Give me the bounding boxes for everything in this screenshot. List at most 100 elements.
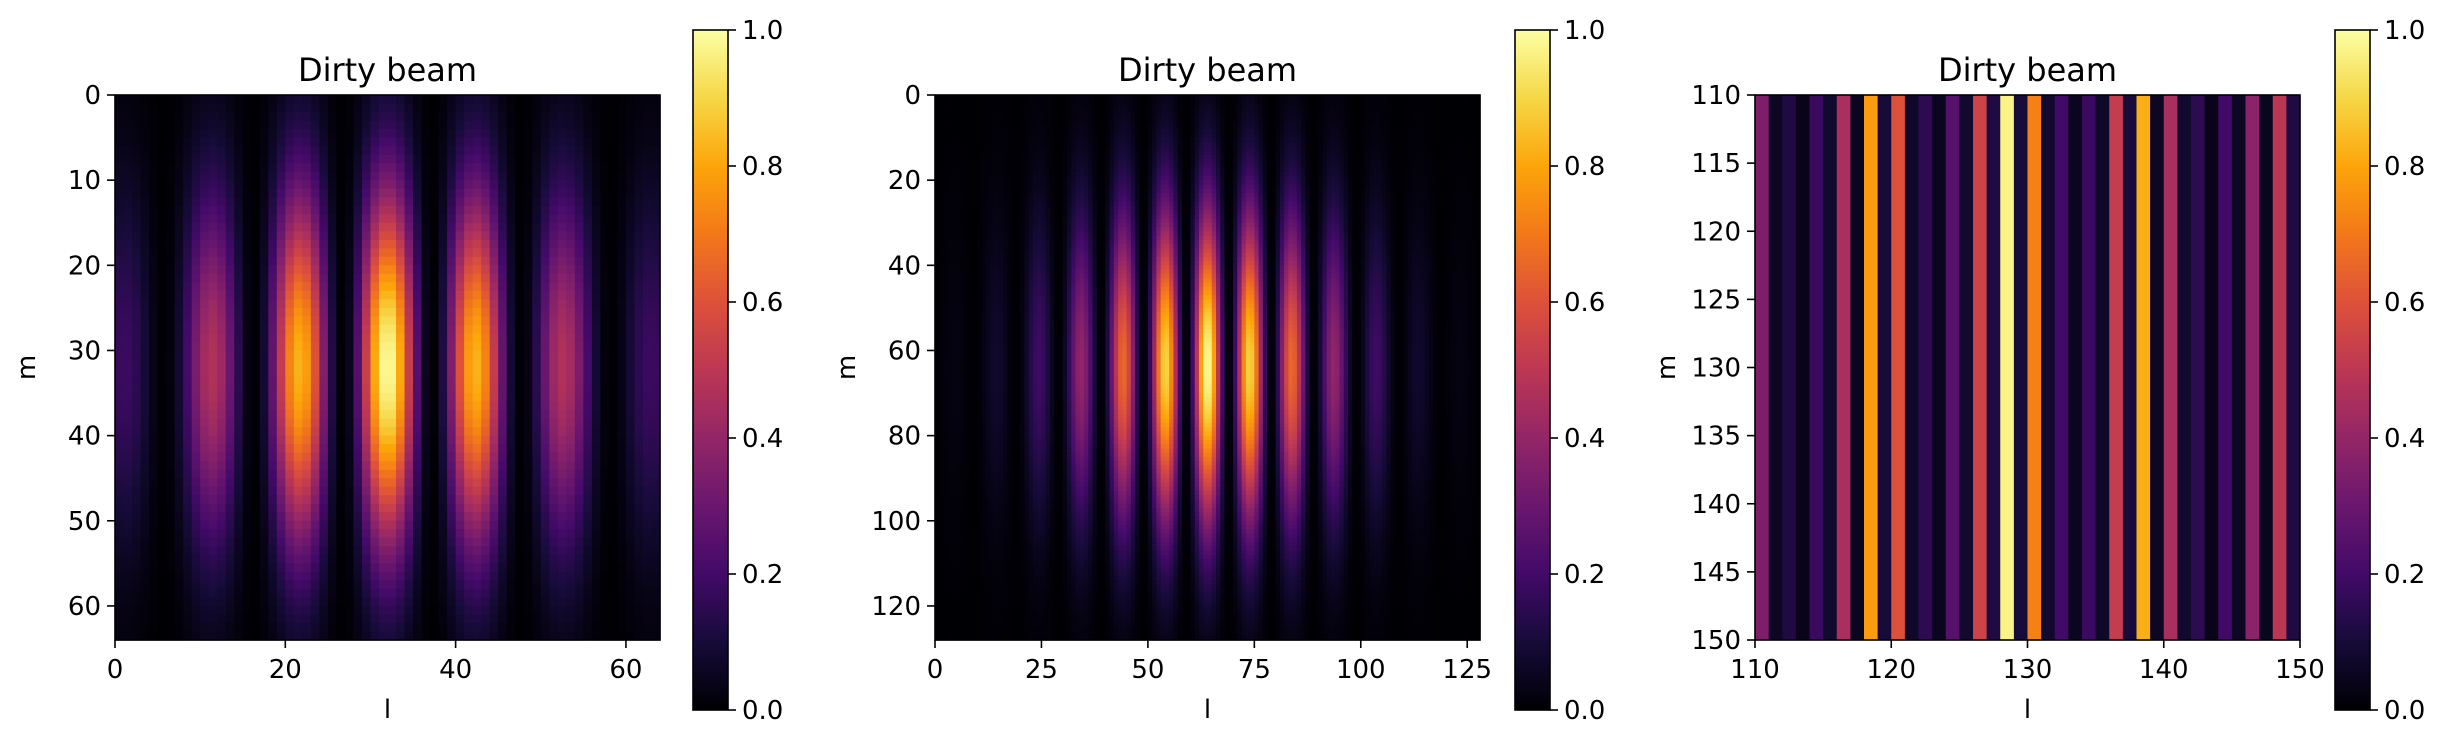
- heatmap-cell: [260, 257, 269, 266]
- heatmap-cell: [430, 248, 439, 257]
- heatmap-cell: [149, 470, 158, 479]
- y-tick-label: 40: [68, 422, 101, 452]
- heatmap-cell: [515, 146, 524, 155]
- heatmap-cell: [978, 121, 983, 126]
- heatmap-cell: [982, 108, 987, 113]
- heatmap-cell: [396, 197, 405, 206]
- heatmap-cell: [353, 282, 362, 291]
- heatmap-cell: [294, 444, 303, 453]
- heatmap-cell: [507, 436, 516, 445]
- heatmap-cell: [1446, 99, 1451, 104]
- heatmap-cell: [124, 214, 133, 223]
- heatmap-cell: [1293, 116, 1298, 121]
- heatmap-cell: [405, 444, 414, 453]
- heatmap-cell: [524, 538, 533, 547]
- heatmap-cell: [388, 580, 397, 589]
- heatmap-cell: [251, 521, 260, 530]
- heatmap-cell: [1229, 108, 1234, 113]
- heatmap-cell: [473, 180, 482, 189]
- heatmap-cell: [328, 470, 337, 479]
- heatmap-cell: [592, 580, 601, 589]
- heatmap-cell: [1242, 104, 1247, 109]
- heatmap-cell: [626, 291, 635, 300]
- heatmap-cell: [1412, 99, 1417, 104]
- heatmap-cell: [422, 129, 431, 138]
- heatmap-cell: [464, 155, 473, 164]
- heatmap-cell: [370, 597, 379, 606]
- heatmap-cell: [524, 368, 533, 377]
- heatmap-cell: [277, 248, 286, 257]
- heatmap-cell: [498, 325, 507, 334]
- heatmap-cell: [609, 333, 618, 342]
- heatmap-cell: [158, 257, 167, 266]
- heatmap-cell: [209, 231, 218, 240]
- heatmap-cell: [634, 121, 643, 130]
- heatmap-cell: [302, 614, 311, 623]
- heatmap-cell: [294, 350, 303, 359]
- heatmap-cell: [413, 495, 422, 504]
- heatmap-cell: [132, 453, 141, 462]
- heatmap-cell: [209, 572, 218, 581]
- heatmap-cell: [319, 402, 328, 411]
- heatmap-cell: [956, 112, 961, 117]
- heatmap-cell: [549, 291, 558, 300]
- heatmap-cell: [1339, 99, 1344, 104]
- heatmap-cell: [481, 342, 490, 351]
- heatmap-cell: [1041, 108, 1046, 113]
- heatmap-cell: [1084, 116, 1089, 121]
- heatmap-cell: [285, 342, 294, 351]
- heatmap-cell: [575, 512, 584, 521]
- heatmap-cell: [285, 146, 294, 155]
- heatmap-cell: [209, 308, 218, 317]
- heatmap-cell: [422, 597, 431, 606]
- heatmap-cell: [978, 108, 983, 113]
- heatmap-cell: [481, 368, 490, 377]
- heatmap-cell: [532, 231, 541, 240]
- heatmap-cell: [1105, 116, 1110, 121]
- heatmap-cell: [124, 563, 133, 572]
- heatmap-cell: [115, 597, 124, 606]
- heatmap-cell: [209, 359, 218, 368]
- heatmap-cell: [192, 248, 201, 257]
- heatmap-cell: [149, 427, 158, 436]
- heatmap-cell: [132, 444, 141, 453]
- heatmap-cell: [626, 444, 635, 453]
- heatmap-cell: [498, 521, 507, 530]
- heatmap-cell: [1050, 104, 1055, 109]
- heatmap-cell: [1250, 116, 1255, 121]
- heatmap-cell: [328, 614, 337, 623]
- heatmap-cell: [600, 112, 609, 121]
- heatmap-cell: [115, 376, 124, 385]
- heatmap-cell: [541, 333, 550, 342]
- heatmap-cell: [217, 385, 226, 394]
- heatmap-cell: [124, 240, 133, 249]
- heatmap-cell: [234, 350, 243, 359]
- heatmap-cell: [192, 172, 201, 181]
- heatmap-cell: [175, 95, 184, 104]
- heatmap-cell: [643, 325, 652, 334]
- heatmap-cell: [609, 95, 618, 104]
- heatmap-cell: [439, 172, 448, 181]
- heatmap-cell: [158, 180, 167, 189]
- heatmap-cell: [464, 282, 473, 291]
- heatmap-cell: [1471, 104, 1476, 109]
- heatmap-cell: [1284, 116, 1289, 121]
- heatmap-cell: [481, 189, 490, 198]
- heatmap-cell: [583, 257, 592, 266]
- heatmap-cell: [532, 495, 541, 504]
- heatmap-cell: [583, 299, 592, 308]
- heatmap-cell: [396, 121, 405, 130]
- heatmap-cell: [132, 470, 141, 479]
- heatmap-cell: [226, 504, 235, 513]
- heatmap-cell: [285, 385, 294, 394]
- heatmap-cell: [149, 155, 158, 164]
- heatmap-cell: [999, 104, 1004, 109]
- heatmap-cell: [405, 350, 414, 359]
- heatmap-cell: [558, 129, 567, 138]
- heatmap-cell: [166, 436, 175, 445]
- heatmap-cell: [566, 240, 575, 249]
- heatmap-cell: [379, 350, 388, 359]
- heatmap-cell: [115, 385, 124, 394]
- heatmap-cell: [490, 180, 499, 189]
- heatmap-cell: [541, 572, 550, 581]
